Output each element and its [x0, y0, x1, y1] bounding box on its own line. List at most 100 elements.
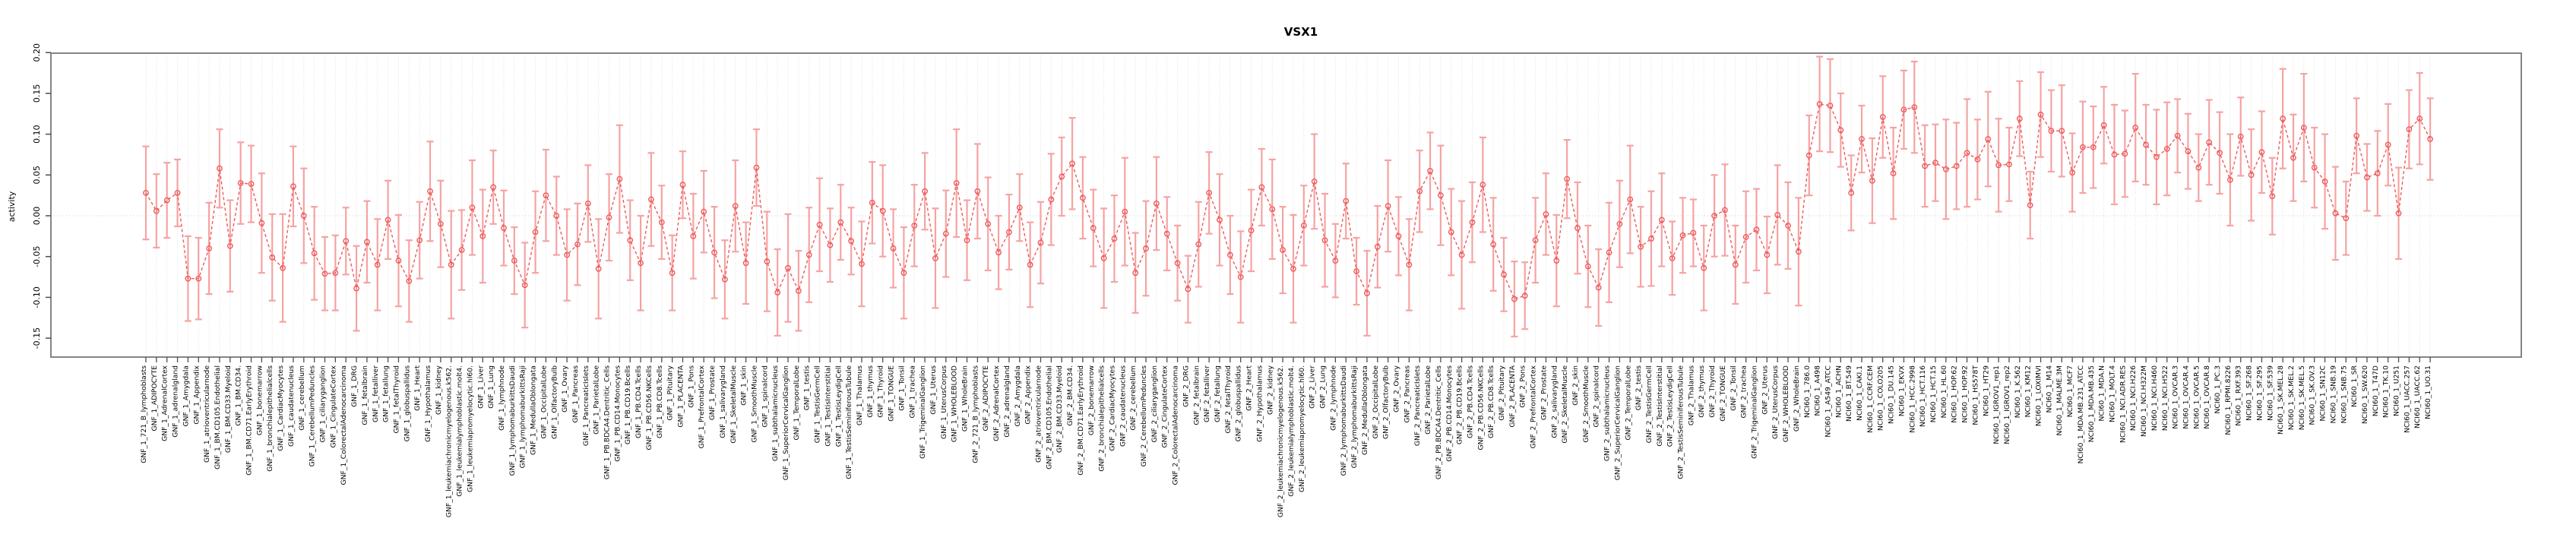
data-point — [2122, 150, 2128, 157]
x-axis-label: NCI60_1_UO.31 — [2424, 365, 2432, 419]
data-point — [2037, 111, 2044, 118]
x-axis-label: NCI60_1_UACC.62 — [2413, 365, 2422, 428]
x-axis-label: GNF_1_TestisLeydigCell — [834, 365, 843, 447]
data-point — [1859, 136, 1865, 142]
data-point — [1564, 175, 1571, 182]
x-axis-label: GNF_2_lymphomaburkittsDaudi — [1340, 365, 1348, 476]
data-point — [679, 182, 686, 188]
data-point — [1122, 208, 1128, 215]
data-point — [584, 200, 591, 207]
x-axis-label: GNF_1_Liver — [476, 365, 485, 409]
x-axis-label: NCI60_1_SF.539 — [2266, 365, 2274, 421]
x-axis-label: GNF_1_PrefrontalCortex — [698, 365, 706, 448]
x-axis-label: GNF_1_SkeletalMuscle — [729, 365, 738, 444]
data-point — [805, 251, 812, 258]
data-point — [1237, 274, 1244, 280]
data-point — [1217, 217, 1223, 223]
data-point — [1701, 264, 1707, 271]
x-axis-label: GNF_2_PB.CD4.Tcells — [1466, 365, 1474, 438]
x-axis-label: NCI60_1_HS578T — [1971, 365, 1979, 425]
data-point — [879, 207, 886, 214]
x-axis-label: GNF_1_cerebellum — [298, 365, 306, 431]
data-point — [448, 261, 454, 268]
data-point — [490, 184, 497, 191]
x-axis-label: GNF_2_SuperiorCervicalGanglion — [1613, 365, 1622, 480]
y-axis-title: activity — [7, 191, 17, 222]
plot-box — [50, 52, 2522, 358]
x-axis-label: GNF_1_salivarygland — [719, 365, 727, 438]
data-point — [1753, 226, 1760, 233]
x-axis-label: GNF_2_Hypothalamus — [1255, 365, 1264, 442]
data-point — [2100, 122, 2107, 128]
x-axis-label: GNF_1_TrigeminalGanglion — [919, 365, 927, 459]
data-point — [2226, 176, 2233, 183]
data-point — [2374, 170, 2381, 177]
data-point — [1543, 210, 1549, 217]
data-point — [2311, 164, 2318, 171]
gridlines — [145, 53, 2431, 357]
data-point — [1638, 243, 1644, 250]
x-axis-label: GNF_1_DRG — [350, 365, 359, 407]
x-axis-label: NCI60_1_OVCAR.5 — [2192, 365, 2201, 429]
x-axis-label: GNF_2_WHOLEBLOOD — [1782, 365, 1790, 442]
x-axis-label: NCI60_1_MCF7 — [2066, 365, 2074, 417]
data-point — [1332, 258, 1339, 264]
data-point — [1385, 203, 1391, 210]
data-point — [701, 208, 707, 215]
x-axis-label: GNF_2_lymphomaburkittsRaji — [1350, 365, 1359, 468]
x-axis-label: GNF_2_SmoothMuscle — [1582, 365, 1590, 443]
data-point — [1669, 255, 1676, 261]
data-point — [1395, 232, 1402, 239]
data-point — [1658, 217, 1665, 223]
x-axis-label: NCI60_1_NCI.H460 — [2150, 365, 2159, 431]
data-point — [374, 261, 381, 268]
x-axis-label: NCI60_1_NCI.H322M — [2140, 365, 2148, 437]
x-axis-label: GNF_1_Lung — [487, 365, 495, 409]
data-point — [479, 232, 486, 239]
x-axis-label: NCI60_1_T47D — [2372, 365, 2380, 416]
data-point — [606, 214, 612, 221]
data-point — [385, 217, 391, 223]
data-point — [206, 245, 213, 251]
data-point — [1195, 241, 1202, 248]
x-axis-label: NCI60_1_NCI.H226 — [2129, 365, 2138, 431]
x-axis-label: GNF_2_Appendix — [1024, 365, 1033, 424]
data-point — [1964, 150, 1970, 157]
data-point — [1364, 290, 1370, 296]
x-axis-label: GNF_2_globuspallidus — [1235, 365, 1243, 442]
data-point — [2385, 141, 2391, 148]
x-axis-label: NCI60_1_KM12 — [2024, 365, 2033, 417]
x-axis-label: NCI60_1_MDA.MB.435 — [2087, 365, 2096, 442]
x-axis-label: GNF_2_OlfactoryBulb — [1382, 365, 1391, 439]
data-point — [1311, 178, 1318, 185]
data-point — [2290, 154, 2296, 161]
data-point — [1732, 261, 1739, 268]
data-point — [2163, 146, 2170, 152]
x-axis: GNF_1_721_B_lymphoblasts GNF_1_ADIPOCYTE G… — [140, 357, 2432, 517]
data-point — [1711, 213, 1717, 219]
x-axis-label: GNF_2_PancreaticIslets — [1413, 365, 1422, 446]
x-axis-label: NCI60_1_COLO205 — [1877, 365, 1885, 431]
x-axis-label: GNF_2_PB.CD56.NKCells — [1476, 365, 1485, 451]
data-point — [2237, 133, 2244, 140]
x-axis-label: GNF_2_ColorectalAdenocarcinoma — [1172, 365, 1180, 485]
x-axis-label: GNF_2_salivarygland — [1550, 365, 1559, 438]
data-point — [300, 213, 307, 219]
data-point — [2353, 132, 2360, 139]
data-point — [1343, 198, 1350, 204]
x-axis-label: GNF_1_atrioventricularnode — [203, 365, 211, 463]
data-point — [911, 222, 918, 229]
x-axis-label: GNF_1_TONGUE — [888, 365, 896, 422]
x-axis-label: NCI60_1_LOXIMVI — [2035, 365, 2043, 426]
data-point — [1511, 296, 1517, 302]
x-axis-label: GNF_1_globuspallidus — [403, 365, 411, 442]
data-point — [1469, 219, 1476, 226]
x-axis-label: GNF_2_TrigeminalGanglion — [1751, 365, 1759, 459]
x-axis-label: NCI60_1_UACC.257 — [2403, 365, 2411, 433]
x-axis-label: GNF_1_PLACENTA — [677, 365, 685, 427]
data-point — [1037, 239, 1044, 246]
x-axis-label: GNF_2_thymus — [1698, 365, 1706, 418]
x-axis-label: GNF_1_MedullaOblongata — [530, 365, 538, 455]
x-axis-label: GNF_1_fetalliver — [372, 365, 380, 422]
